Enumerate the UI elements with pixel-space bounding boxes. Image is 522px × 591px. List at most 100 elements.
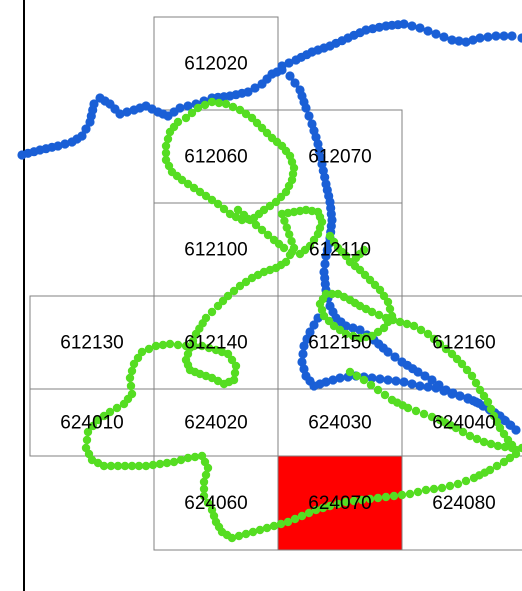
- route-track-dot: [255, 525, 265, 535]
- river-track-dot: [302, 334, 312, 344]
- route-track-dot: [341, 329, 351, 339]
- river-track-dot: [415, 23, 425, 33]
- route-track-dot: [389, 491, 399, 501]
- route-track-dot: [479, 437, 489, 447]
- route-track-dot: [411, 406, 421, 416]
- route-track-dot: [359, 245, 369, 255]
- route-track-dot: [187, 108, 197, 118]
- route-track-dot: [385, 304, 395, 314]
- grid-cell-label-624020: 624020: [184, 413, 247, 434]
- river-track-dot: [348, 323, 358, 333]
- route-track-dot: [161, 155, 171, 165]
- route-track-dot: [99, 411, 109, 421]
- route-track-dot: [465, 431, 475, 441]
- route-track-dot: [203, 463, 213, 473]
- route-track-dot: [129, 359, 139, 369]
- river-track-dot: [243, 87, 253, 97]
- grid-cell-label-624070: 624070: [308, 493, 371, 514]
- river-track-dot: [81, 124, 91, 134]
- route-track-dot: [374, 310, 384, 320]
- route-track-dot: [329, 237, 339, 247]
- river-track-dot: [77, 131, 87, 141]
- route-track-dot: [197, 341, 207, 351]
- route-track-dot: [271, 197, 281, 207]
- route-track-dot: [269, 521, 279, 531]
- route-track-dot: [158, 340, 168, 350]
- route-track-dot: [421, 485, 431, 495]
- route-track-dot: [173, 340, 183, 350]
- river-track-dot: [297, 357, 307, 367]
- route-track-dot: [499, 457, 509, 467]
- route-track-dot: [325, 501, 335, 511]
- grid-labels-layer: 612020 612060 612070 612100 612110 612130 6121…: [60, 54, 495, 515]
- route-track-dot: [229, 375, 239, 385]
- river-track-dot: [383, 347, 393, 357]
- river-track-dot: [175, 103, 185, 113]
- route-track-dot: [277, 209, 287, 219]
- route-track-dot: [88, 421, 98, 431]
- route-track-dot: [169, 457, 179, 467]
- river-track-dot: [431, 383, 441, 393]
- grid-cell-label-612070: 612070: [308, 147, 371, 168]
- river-track-dot: [277, 61, 287, 71]
- route-track-dot: [120, 461, 130, 471]
- grid-cell-label-612060: 612060: [184, 147, 247, 168]
- grid-cell-624020[interactable]: [153, 388, 279, 457]
- route-track-dot: [213, 199, 223, 209]
- river-track-dot: [475, 33, 485, 43]
- route-track-dot: [289, 243, 299, 253]
- route-track-dot: [241, 529, 251, 539]
- route-track-dot: [499, 429, 509, 439]
- route-track-dot: [127, 461, 137, 471]
- river-track-dot: [383, 375, 393, 385]
- river-track-dot: [483, 32, 493, 42]
- route-track-dot: [151, 341, 161, 351]
- river-track-dot: [115, 109, 125, 119]
- route-track-dot: [231, 361, 241, 371]
- river-track-dot: [491, 31, 501, 41]
- river-track-dot: [447, 389, 457, 399]
- river-track-dot: [415, 381, 425, 391]
- river-track: [17, 19, 522, 435]
- route-track-dot: [359, 375, 369, 385]
- route-track-dot: [262, 523, 272, 533]
- route-track-dot: [435, 339, 445, 349]
- route-track-dot: [290, 514, 300, 524]
- route-track-dot: [423, 329, 433, 339]
- route-track-dot: [458, 427, 468, 437]
- river-track-dot: [285, 71, 295, 81]
- route-track-dot: [416, 325, 426, 335]
- river-track-dot: [320, 259, 330, 269]
- route-track-dot: [181, 113, 191, 123]
- route-track-dot: [505, 453, 515, 463]
- route-track-dot: [227, 533, 237, 543]
- route-track-dot: [165, 339, 175, 349]
- grid-cell-624080[interactable]: [401, 455, 522, 551]
- route-track-dot: [381, 313, 391, 323]
- river-track-dot: [60, 139, 70, 149]
- route-track-dot: [263, 230, 273, 240]
- route-track-dot: [176, 455, 186, 465]
- river-track-dot: [499, 31, 509, 41]
- route-track-dot: [327, 289, 337, 299]
- route-track-dot: [471, 378, 481, 388]
- river-track-dot: [250, 83, 260, 93]
- route-track-dot: [241, 277, 251, 287]
- route-track-dot: [207, 307, 217, 317]
- route-track-dot: [427, 412, 437, 422]
- route-track-dot: [413, 487, 423, 497]
- route-track-dot: [309, 235, 319, 245]
- route-track-dot: [83, 427, 93, 437]
- grid-cell-624030[interactable]: [277, 388, 403, 457]
- grid-cell-label-624080: 624080: [432, 493, 495, 514]
- route-track-dot: [403, 403, 413, 413]
- route-track-dot: [304, 508, 314, 518]
- river-track-dot: [439, 386, 449, 396]
- route-track-dot: [461, 476, 471, 486]
- route-track-dot: [305, 241, 315, 251]
- route-track-dot: [395, 317, 405, 327]
- route-track-dot: [189, 183, 199, 193]
- river-track-dot: [399, 19, 409, 29]
- grid-cell-label-612110: 612110: [309, 240, 371, 261]
